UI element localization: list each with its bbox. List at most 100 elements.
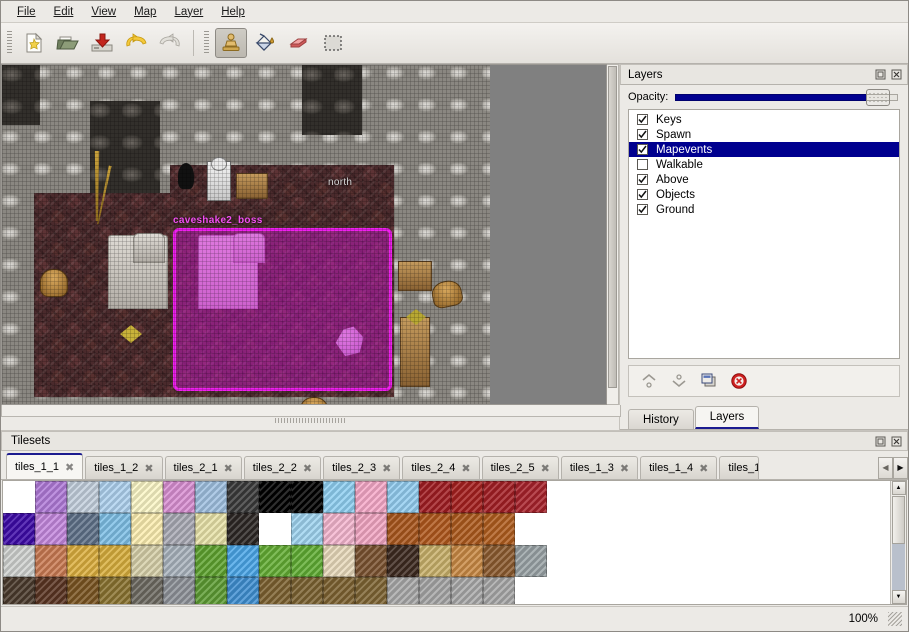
tileset-tile[interactable] — [35, 545, 67, 578]
redo-button[interactable] — [154, 28, 186, 58]
tileset-tab-close-icon-7[interactable]: ✖ — [619, 462, 630, 475]
tileset-tile[interactable] — [387, 481, 419, 514]
tileset-tile[interactable] — [515, 481, 547, 514]
tileset-tile[interactable] — [547, 545, 579, 578]
tilesets-close-icon[interactable] — [890, 435, 903, 448]
tileset-tile[interactable] — [419, 577, 451, 604]
tileset-tab-close-icon-2[interactable]: ✖ — [223, 462, 233, 475]
tileset-tile[interactable] — [387, 513, 419, 546]
menu-edit[interactable]: Edit — [45, 4, 83, 20]
tileset-tile[interactable] — [35, 481, 67, 514]
tileset-tile[interactable] — [131, 545, 163, 578]
tileset-tile[interactable] — [259, 577, 291, 604]
tileset-tile[interactable] — [131, 577, 163, 604]
select-tool-button[interactable] — [317, 28, 349, 58]
tileset-tab-tiles_2_5[interactable]: tiles_2_5 ✖ — [481, 456, 559, 480]
duplicate-layer-button[interactable] — [699, 371, 719, 391]
layer-row-walkable[interactable]: Walkable — [629, 157, 899, 172]
layer-row-ground[interactable]: Ground — [629, 202, 899, 217]
menu-layer[interactable]: Layer — [165, 4, 212, 20]
save-map-button[interactable] — [86, 28, 118, 58]
tileset-tile[interactable] — [131, 513, 163, 546]
layer-row-spawn[interactable]: Spawn — [629, 127, 899, 142]
tileset-tile[interactable] — [67, 513, 99, 546]
tileset-tile[interactable] — [3, 481, 35, 514]
tileset-tile[interactable] — [195, 545, 227, 578]
tileset-tile[interactable] — [67, 545, 99, 578]
tileset-tile[interactable] — [355, 577, 387, 604]
tileset-tile[interactable] — [483, 577, 515, 604]
tileset-tile[interactable] — [3, 545, 35, 578]
tileset-tile[interactable] — [291, 481, 323, 514]
move-layer-up-button[interactable] — [639, 371, 659, 391]
tileset-tile[interactable] — [163, 577, 195, 604]
tileset-tile[interactable] — [451, 481, 483, 514]
tileset-tile[interactable] — [323, 513, 355, 546]
tileset-tile[interactable] — [259, 513, 291, 546]
layer-row-keys[interactable]: Keys — [629, 112, 899, 127]
tileset-tile[interactable] — [35, 577, 67, 604]
tileset-tile[interactable] — [387, 545, 419, 578]
tileset-tile[interactable] — [291, 513, 323, 546]
opacity-knob[interactable] — [866, 88, 891, 106]
tileset-tile[interactable] — [99, 577, 131, 604]
tileset-tab-close-icon-1[interactable]: ✖ — [144, 462, 154, 475]
tileset-tab-tiles_2_1[interactable]: tiles_2_1 ✖ — [164, 456, 242, 480]
undo-button[interactable] — [120, 28, 152, 58]
tileset-tile[interactable] — [355, 481, 387, 514]
opacity-slider[interactable] — [675, 88, 898, 106]
layer-row-above[interactable]: Above — [629, 172, 899, 187]
tileset-tile[interactable] — [259, 545, 291, 578]
tileset-tile[interactable] — [227, 481, 259, 514]
window-resize-grip[interactable] — [888, 612, 902, 626]
tileset-tab-tiles_2_2[interactable]: tiles_2_2 ✖ — [243, 456, 322, 480]
tileset-scroll-thumb[interactable] — [892, 496, 905, 545]
layer-row-mapevents[interactable]: Mapevents — [629, 142, 899, 157]
tileset-tab-tiles_1_1[interactable]: tiles_1_1 ✖ — [6, 453, 84, 480]
tileset-tile[interactable] — [547, 513, 579, 546]
tileset-tile[interactable] — [3, 513, 35, 546]
layer-checkbox-ground[interactable] — [637, 204, 648, 215]
tileset-tile[interactable] — [387, 577, 419, 604]
toolbar-grip[interactable] — [6, 31, 13, 55]
tileset-tile[interactable] — [163, 513, 195, 546]
tileset-tile[interactable] — [163, 545, 195, 578]
tileset-tab-tiles_1_2[interactable]: tiles_1_2 ✖ — [85, 456, 163, 480]
tileset-tile[interactable] — [323, 545, 355, 578]
menu-view[interactable]: View — [82, 4, 125, 20]
menu-map[interactable]: Map — [125, 4, 165, 20]
tileset-tab-close-icon-3[interactable]: ✖ — [302, 462, 313, 475]
tileset-tile[interactable] — [131, 481, 163, 514]
map-canvas[interactable]: north caveshake2_boss — [1, 64, 607, 405]
tileset-tab-tiles_1_3[interactable]: tiles_1_3 ✖ — [560, 456, 639, 480]
tileset-scroll-trough[interactable] — [892, 544, 905, 590]
float-icon[interactable] — [874, 68, 887, 81]
tileset-tab-close-icon-8[interactable]: ✖ — [699, 462, 709, 475]
menu-file[interactable]: File — [8, 4, 45, 20]
tileset-tab-close-icon-6[interactable]: ✖ — [540, 462, 550, 475]
tileset-palette[interactable] — [3, 481, 890, 604]
delete-layer-button[interactable] — [729, 371, 749, 391]
tileset-tile[interactable] — [195, 577, 227, 604]
tileset-tile[interactable] — [195, 481, 227, 514]
tileset-tile[interactable] — [451, 545, 483, 578]
layer-checkbox-keys[interactable] — [637, 114, 648, 125]
stamp-tool-button[interactable] — [215, 28, 247, 58]
tileset-tile[interactable] — [451, 513, 483, 546]
tileset-tile[interactable] — [227, 545, 259, 578]
tab-layers[interactable]: Layers — [694, 406, 760, 429]
tileset-tile[interactable] — [323, 481, 355, 514]
tileset-tile[interactable] — [35, 513, 67, 546]
tileset-tile[interactable] — [483, 481, 515, 514]
tileset-scroll-down-button[interactable]: ▼ — [891, 590, 906, 604]
new-map-button[interactable] — [18, 28, 50, 58]
tileset-tab-prev-button[interactable]: ◀ — [878, 456, 893, 479]
eraser-tool-button[interactable] — [283, 28, 315, 58]
tileset-tile[interactable] — [163, 481, 195, 514]
tileset-tile[interactable] — [195, 513, 227, 546]
tools-grip[interactable] — [203, 31, 210, 55]
tileset-tab-tiles_1_4[interactable]: tiles_1_4 ✖ — [640, 456, 718, 480]
tileset-tile[interactable] — [291, 545, 323, 578]
open-map-button[interactable] — [52, 28, 84, 58]
tileset-tile[interactable] — [451, 577, 483, 604]
